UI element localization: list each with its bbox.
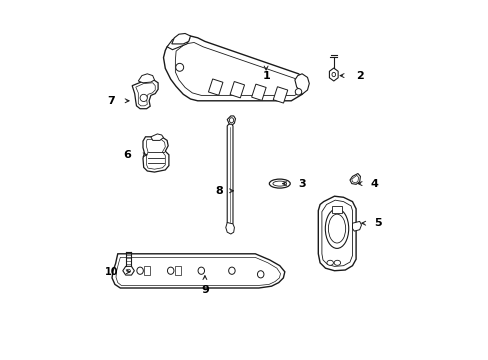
- Polygon shape: [136, 83, 155, 106]
- Polygon shape: [208, 79, 223, 95]
- Polygon shape: [225, 222, 234, 234]
- Polygon shape: [294, 74, 309, 94]
- Ellipse shape: [167, 267, 174, 274]
- Text: 5: 5: [373, 218, 381, 228]
- Ellipse shape: [328, 214, 345, 243]
- Ellipse shape: [257, 271, 264, 278]
- Ellipse shape: [228, 267, 235, 274]
- Text: 4: 4: [369, 179, 377, 189]
- Polygon shape: [167, 36, 189, 50]
- Polygon shape: [329, 68, 338, 81]
- Ellipse shape: [140, 94, 147, 102]
- Polygon shape: [273, 87, 287, 103]
- Text: 6: 6: [123, 150, 131, 160]
- Polygon shape: [171, 33, 190, 44]
- Text: 7: 7: [107, 96, 115, 106]
- Polygon shape: [151, 134, 163, 140]
- Polygon shape: [227, 116, 235, 125]
- Ellipse shape: [333, 260, 340, 265]
- Polygon shape: [175, 42, 300, 95]
- Polygon shape: [138, 74, 154, 83]
- Ellipse shape: [137, 267, 143, 274]
- Ellipse shape: [331, 72, 335, 77]
- Polygon shape: [112, 254, 284, 288]
- Text: 3: 3: [298, 179, 305, 189]
- Ellipse shape: [198, 267, 204, 274]
- Text: 2: 2: [355, 71, 363, 81]
- Polygon shape: [349, 174, 360, 184]
- Ellipse shape: [175, 63, 183, 71]
- Polygon shape: [146, 139, 165, 169]
- Ellipse shape: [272, 181, 286, 186]
- Bar: [331, 206, 342, 213]
- Polygon shape: [116, 257, 280, 285]
- Ellipse shape: [229, 118, 233, 123]
- Bar: [175, 266, 181, 275]
- Polygon shape: [351, 175, 358, 183]
- Ellipse shape: [126, 269, 130, 272]
- Polygon shape: [321, 200, 352, 266]
- Text: 10: 10: [104, 267, 118, 277]
- Polygon shape: [122, 266, 134, 275]
- Ellipse shape: [269, 179, 289, 188]
- Polygon shape: [132, 80, 158, 109]
- Ellipse shape: [326, 260, 333, 265]
- Polygon shape: [142, 137, 168, 172]
- Polygon shape: [227, 124, 232, 226]
- Polygon shape: [251, 84, 265, 100]
- Polygon shape: [352, 221, 361, 231]
- Ellipse shape: [295, 89, 301, 95]
- Text: 8: 8: [215, 186, 223, 196]
- Polygon shape: [229, 81, 244, 98]
- Ellipse shape: [325, 209, 348, 248]
- Text: 1: 1: [262, 71, 269, 81]
- Polygon shape: [163, 36, 307, 101]
- Text: 9: 9: [201, 285, 208, 295]
- Polygon shape: [318, 196, 355, 271]
- Bar: [144, 266, 150, 275]
